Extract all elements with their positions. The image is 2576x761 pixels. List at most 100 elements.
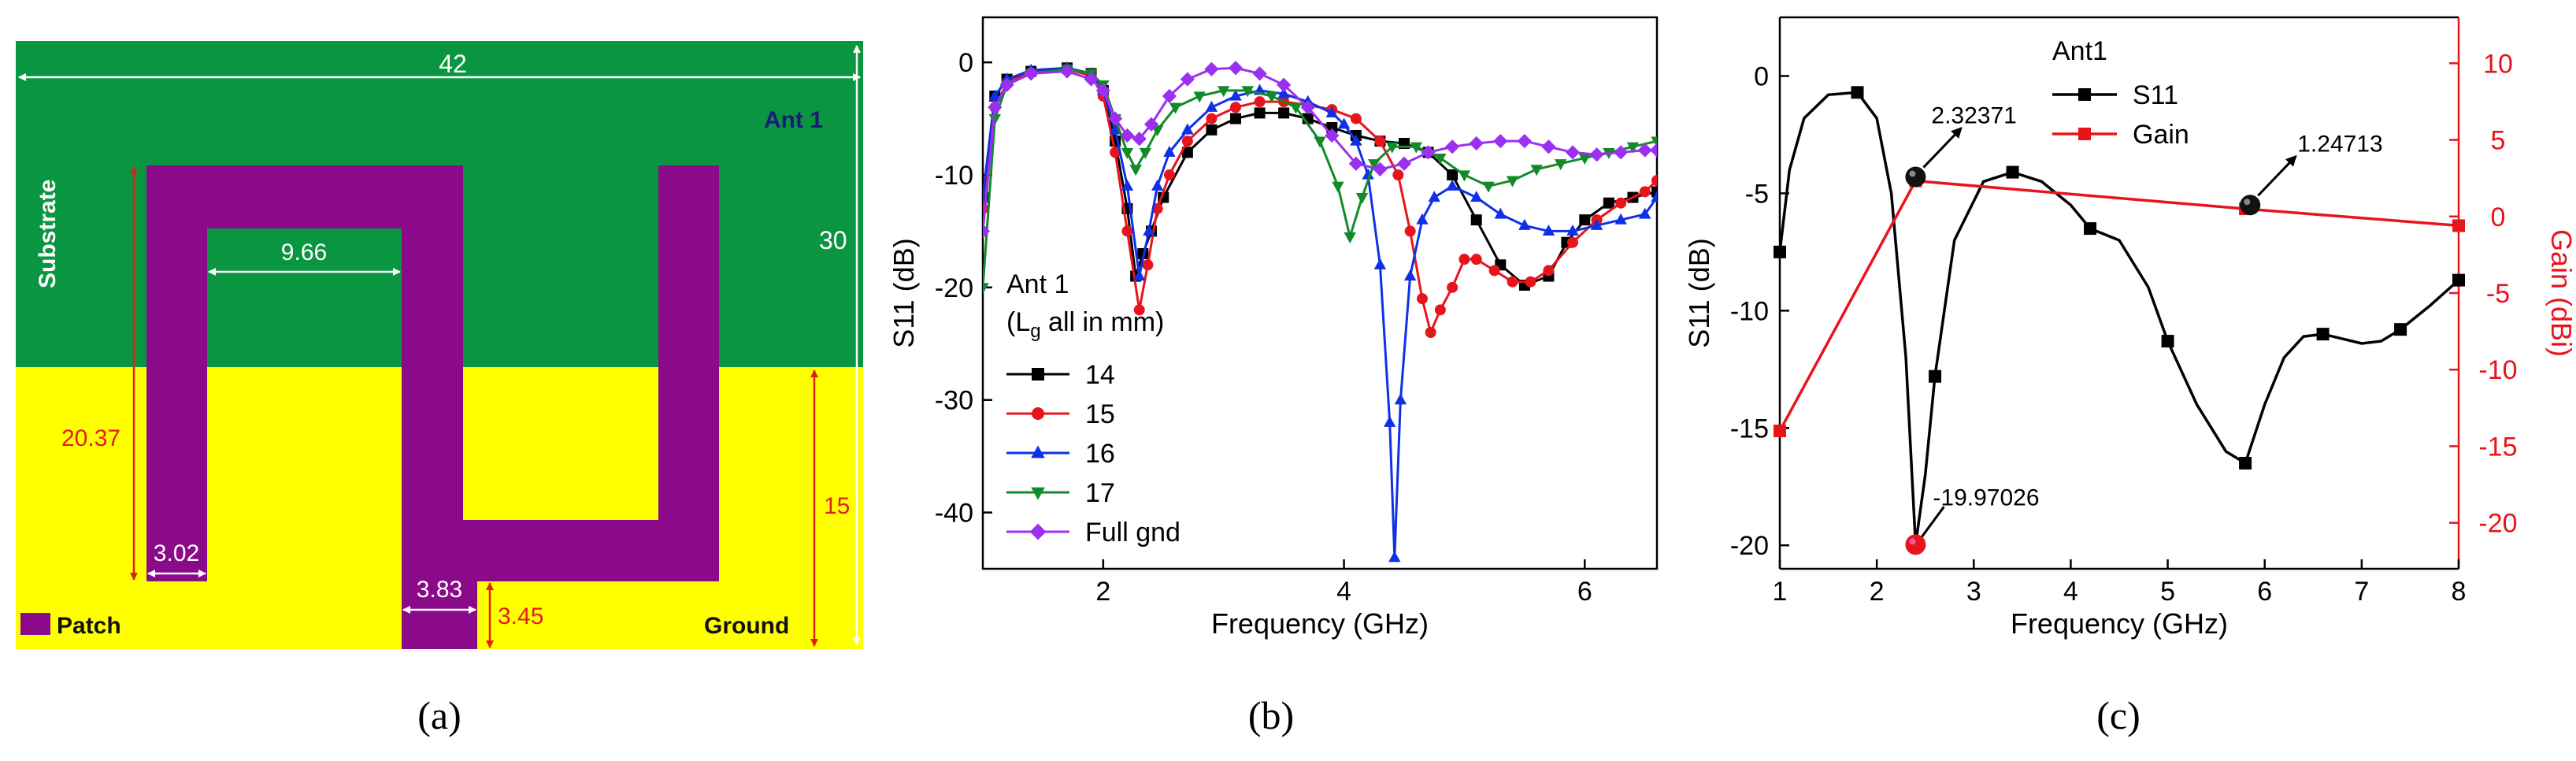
- data-point: [1350, 134, 1362, 146]
- data-point: [1639, 186, 1651, 198]
- legend-marker: [2078, 128, 2091, 140]
- y2-tick-label: -5: [2486, 279, 2510, 309]
- legend-entry: S11: [2133, 80, 2178, 110]
- data-point: [1493, 134, 1508, 149]
- y2-tick-label: 5: [2491, 126, 2506, 156]
- y-tick-label: -5: [1745, 179, 1769, 209]
- x-tick-label: 4: [2063, 577, 2078, 607]
- data-point: [983, 224, 991, 239]
- feed-line: [402, 520, 477, 649]
- legend-entry: Full gnd: [1085, 518, 1181, 548]
- data-point: [1206, 124, 1218, 135]
- data-point: [1241, 86, 1254, 98]
- data-point: [1416, 293, 1428, 305]
- data-point: [983, 202, 988, 214]
- data-point: [1181, 147, 1193, 158]
- plot-frame: [981, 16, 1659, 570]
- series-line: [983, 68, 1657, 288]
- data-point: [1374, 135, 1386, 147]
- y-tick-label: 0: [1754, 61, 1769, 91]
- marker-ball: [1905, 166, 1926, 187]
- data-point: [1651, 191, 1657, 202]
- y2-tick-label: -20: [2478, 509, 2517, 539]
- data-point: [1143, 117, 1159, 132]
- y2-tick-label: 10: [2483, 49, 2513, 79]
- s11-marker: [1929, 369, 1942, 383]
- series-line: [983, 66, 1657, 232]
- data-point: [1542, 225, 1555, 236]
- data-point: [1416, 213, 1429, 225]
- data-point: [1181, 135, 1193, 147]
- data-point: [1059, 64, 1075, 79]
- s11-marker: [2239, 456, 2252, 470]
- data-point: [1230, 113, 1241, 124]
- data-point: [1392, 169, 1404, 180]
- x-axis-label: Frequency (GHz): [2011, 607, 2228, 640]
- data-point: [1024, 66, 1039, 81]
- data-point: [1332, 181, 1344, 193]
- y2-axis-label: Gain (dBi): [2545, 229, 2576, 357]
- data-point: [1337, 117, 1351, 129]
- data-point: [1084, 72, 1099, 87]
- data-point: [1109, 123, 1121, 135]
- data-point: [1252, 66, 1267, 81]
- data-point: [1121, 147, 1134, 159]
- patch-meander: [146, 165, 719, 649]
- x-tick-label: 6: [2257, 577, 2272, 607]
- data-point: [983, 191, 989, 202]
- data-point: [1470, 214, 1482, 226]
- data-point: [1566, 225, 1579, 236]
- data-point: [1567, 236, 1578, 248]
- data-point: [1121, 179, 1134, 191]
- data-point: [1615, 197, 1627, 209]
- data-point: [1388, 551, 1401, 562]
- data-point: [1651, 186, 1657, 198]
- caption-a: (a): [417, 693, 461, 737]
- annotation-label: 1.24713: [2297, 131, 2382, 157]
- data-point: [1458, 170, 1471, 182]
- series-16: [983, 61, 1657, 562]
- data-point: [1110, 147, 1121, 158]
- data-point: [1355, 192, 1369, 204]
- annotation-leader: [1921, 506, 1945, 538]
- data-point: [1421, 145, 1436, 160]
- legend-title: Ant1: [2052, 36, 2107, 66]
- data-point: [1206, 113, 1218, 124]
- annotation-arrow: [2257, 154, 2297, 197]
- x-tick-label: 2: [1870, 577, 1885, 607]
- data-point: [1326, 122, 1338, 133]
- data-point: [1482, 181, 1495, 193]
- s11-marker: [1851, 86, 1864, 99]
- annotation-label: 2.32371: [1931, 103, 2016, 129]
- data-point: [1506, 176, 1519, 187]
- data-point: [1348, 156, 1363, 171]
- s11-marker: [2084, 222, 2097, 236]
- y-tick-label: -20: [1730, 531, 1769, 561]
- caption-c: (c): [2096, 693, 2140, 737]
- series-gain-line: [1778, 179, 2459, 432]
- ground-label: Ground: [704, 613, 789, 639]
- marker-ball-highlight: [2244, 199, 2251, 206]
- legend-entry: 16: [1085, 439, 1115, 469]
- s11-marker: [2161, 335, 2174, 348]
- data-point: [1651, 136, 1657, 148]
- s11-marker: [2394, 323, 2407, 336]
- panel-a-antenna-layout: 42 30 Ant 1 Substrate 9.66 20.37 15 3.02…: [16, 41, 863, 737]
- y2-tick-label: -10: [2478, 355, 2517, 385]
- data-point: [1494, 207, 1507, 219]
- data-point: [1404, 225, 1416, 237]
- data-point: [1278, 107, 1290, 119]
- data-point: [1541, 139, 1556, 154]
- x-axis-label: Frequency (GHz): [1211, 607, 1429, 640]
- data-point: [1350, 113, 1362, 124]
- x-tick-label: 1: [1773, 577, 1788, 607]
- data-point: [1447, 169, 1458, 180]
- dim-gnd-label: 15: [824, 493, 850, 519]
- x-tick-label: 2: [1095, 577, 1110, 607]
- data-point: [983, 283, 989, 295]
- panel-b-s11-chart: 2 4 6 0 -10 -20 -30 -40 Frequency (GHz) S11 (dB) A…: [888, 16, 1659, 640]
- x-tick-label: 4: [1336, 577, 1351, 607]
- data-point: [1651, 175, 1657, 187]
- series-full-gnd: [983, 61, 1657, 239]
- data-point: [1458, 254, 1470, 265]
